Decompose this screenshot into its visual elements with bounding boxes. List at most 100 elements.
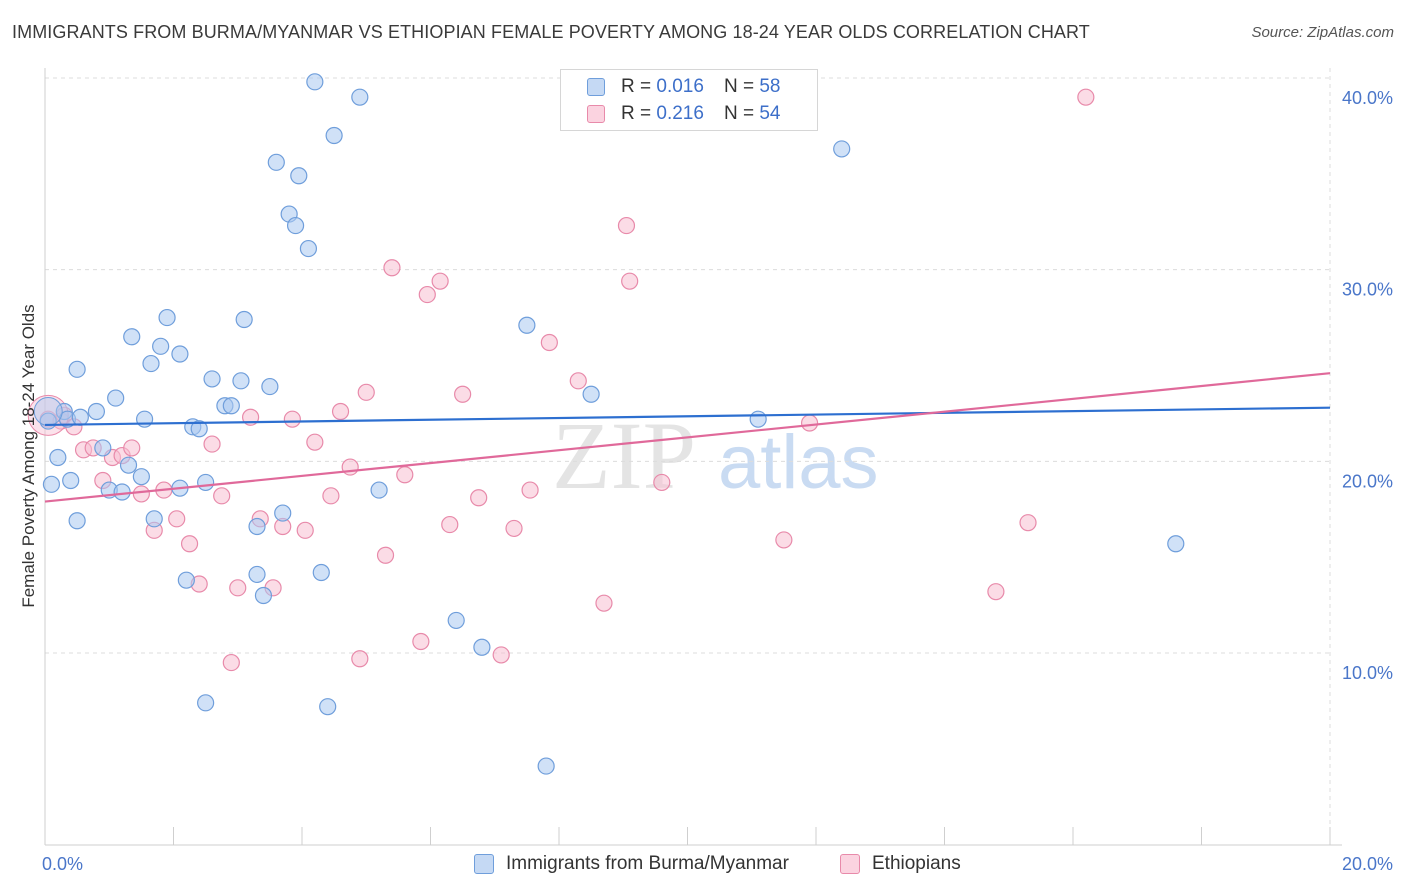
scatter-point	[595, 594, 613, 612]
scatter-point	[319, 698, 337, 716]
scatter-point	[142, 354, 160, 373]
scatter-point	[87, 402, 106, 421]
scatter-point	[68, 512, 86, 530]
scatter-point	[229, 579, 247, 597]
scatter-point	[62, 471, 80, 490]
trend-line-burma	[44, 406, 1331, 427]
scatter-point	[775, 531, 793, 549]
scatter-point	[987, 583, 1005, 601]
scatter-point	[158, 308, 176, 327]
scatter-point	[286, 216, 305, 235]
scatter-point	[222, 397, 240, 415]
scatter-point	[261, 377, 279, 396]
scatter-point	[254, 586, 273, 605]
scatter-point	[132, 485, 150, 503]
scatter-point	[168, 510, 186, 528]
scatter-point	[569, 372, 587, 390]
trend-lines	[44, 372, 1331, 503]
scatter-point	[537, 757, 555, 775]
scatter-point	[235, 310, 253, 329]
bottom-legend-label: Immigrants from Burma/Myanmar	[506, 853, 789, 874]
scatter-point	[621, 272, 639, 290]
scatter-point	[312, 563, 330, 582]
legend-r-value: 0.016	[656, 76, 704, 97]
scatter-point	[800, 414, 819, 432]
scatter-point	[152, 337, 170, 355]
scatter-point	[296, 521, 314, 539]
scatter-point	[540, 333, 558, 352]
scatter-point	[454, 385, 472, 403]
bottom-legend-label: Ethiopians	[872, 853, 961, 874]
scatter-point	[203, 370, 221, 388]
x-tick-label: 20.0%	[1342, 854, 1393, 874]
scatter-point	[376, 546, 395, 564]
legend-row-burma: R = 0.016 N = 58	[587, 76, 780, 98]
legend-swatch-blue	[587, 78, 605, 96]
scatter-point	[331, 402, 350, 421]
source-label: Source: ZipAtlas.com	[1251, 24, 1394, 41]
legend-r-label: R =	[621, 103, 652, 124]
scatter-point	[68, 360, 86, 378]
legend-swatch-pink	[587, 105, 605, 123]
scatter-point	[351, 650, 369, 668]
legend-n-value: 54	[759, 103, 781, 124]
scatter-point	[473, 638, 491, 656]
scatter-point	[190, 420, 208, 438]
scatter-point	[274, 504, 292, 522]
scatter-point	[42, 475, 61, 493]
scatter-point	[306, 73, 324, 91]
trend-line-ethiopians	[44, 372, 1331, 503]
y-tick-label: 20.0%	[1342, 471, 1393, 491]
scatter-point	[1167, 535, 1185, 553]
scatter-point	[177, 571, 195, 589]
scatter-point	[123, 439, 141, 457]
scatter-point	[180, 535, 199, 553]
legend-row-ethiopians: R = 0.216 N = 54	[587, 103, 780, 125]
scatter-point	[171, 345, 189, 363]
x-tick-label: 0.0%	[42, 854, 83, 874]
scatter-point	[306, 433, 324, 451]
scatter-point	[197, 473, 215, 492]
scatter-point	[283, 410, 301, 428]
scatter-point	[412, 632, 430, 651]
bottom-legend-swatch-blue	[474, 854, 494, 874]
scatter-point	[447, 611, 465, 630]
correlation-legend: R = 0.016 N = 58 R = 0.216 N = 54	[560, 69, 818, 131]
scatter-point	[322, 487, 340, 505]
legend-n-label: N =	[723, 103, 755, 124]
scatter-point	[197, 694, 215, 712]
axes	[44, 68, 1342, 846]
scatter-point	[299, 239, 318, 258]
scatter-point	[1019, 514, 1037, 532]
bottom-legend-swatch-pink	[840, 854, 860, 874]
scatter-point	[653, 473, 671, 492]
scatter-point	[749, 410, 767, 428]
bottom-legend-ethiopians: Ethiopians	[840, 852, 961, 876]
scatter-point	[119, 456, 138, 474]
legend-n-label: N =	[723, 76, 755, 97]
scatter-point	[132, 468, 150, 486]
scatter-point	[107, 389, 125, 407]
scatter-point	[505, 519, 523, 538]
burma-points	[33, 73, 1185, 775]
scatter-point	[113, 483, 131, 501]
scatter-point	[248, 565, 266, 584]
scatter-point	[383, 259, 401, 277]
y-axis-label: Female Poverty Among 18-24 Year Olds	[19, 304, 38, 607]
y-tick-label: 30.0%	[1342, 280, 1393, 300]
tick-labels: 10.0% 20.0% 30.0% 40.0% 0.0% 20.0%	[42, 88, 1393, 874]
scatter-point	[492, 646, 510, 664]
scatter-point	[470, 489, 488, 507]
legend-r-label: R =	[621, 76, 652, 97]
scatter-point	[518, 316, 536, 334]
scatter-point	[203, 435, 221, 453]
scatter-point	[617, 216, 636, 235]
y-tick-label: 10.0%	[1342, 663, 1393, 683]
scatter-point	[351, 88, 369, 106]
scatter-point	[833, 140, 851, 158]
scatter-point	[290, 167, 308, 185]
scatter-point	[213, 487, 231, 505]
watermark: ZIP atlas	[552, 402, 879, 509]
scatter-point	[521, 481, 539, 499]
